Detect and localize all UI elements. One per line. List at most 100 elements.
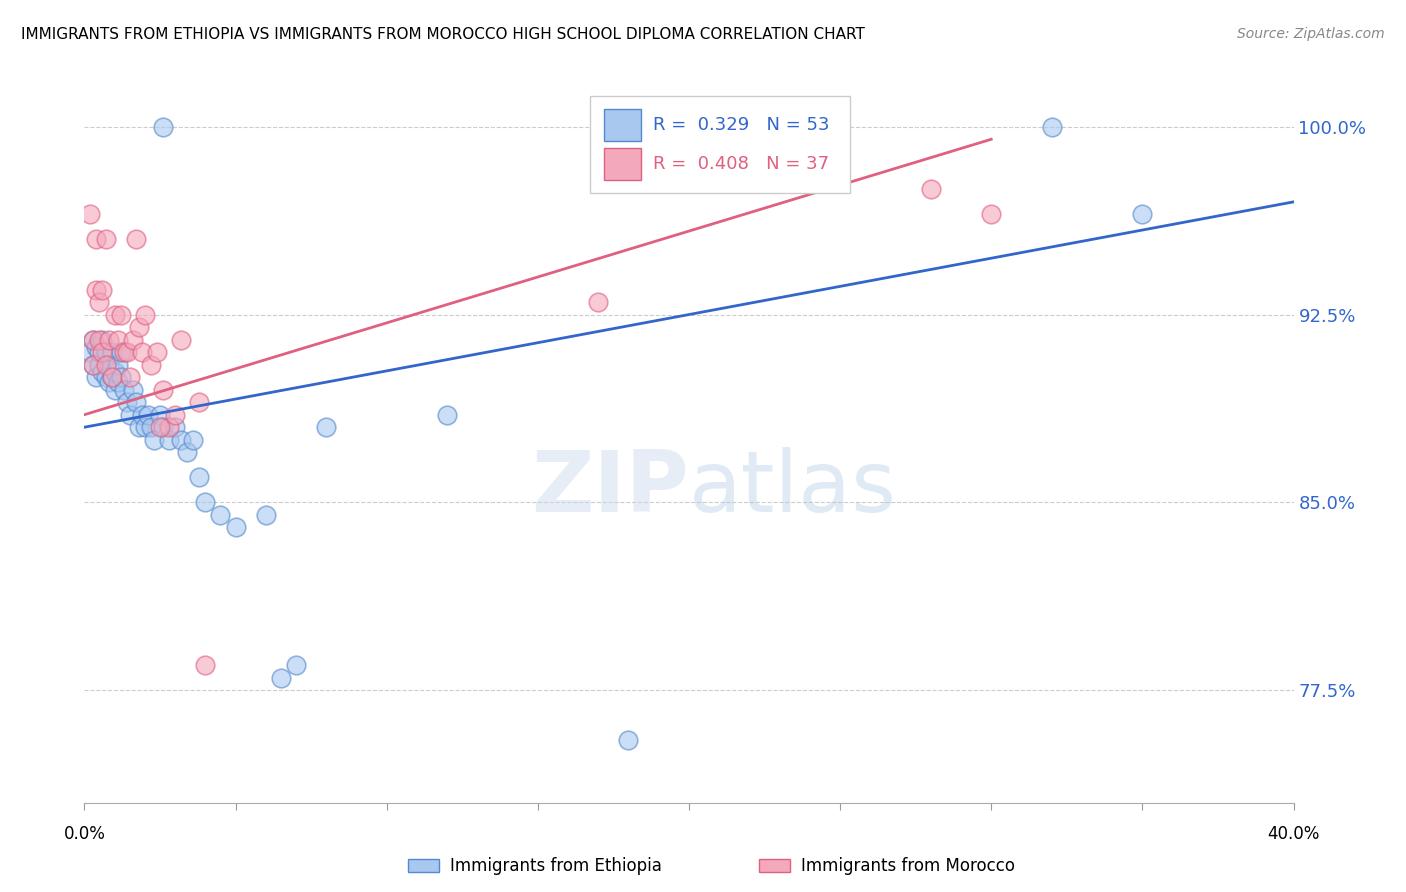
Point	[588, 295, 610, 310]
Point	[152, 383, 174, 397]
Point	[100, 370, 122, 384]
Point	[170, 333, 193, 347]
Point	[170, 433, 193, 447]
Point	[94, 370, 117, 384]
Point	[104, 383, 127, 397]
Point	[118, 408, 141, 422]
Point	[139, 358, 162, 372]
Point	[188, 395, 211, 409]
Point	[121, 333, 143, 347]
Point	[94, 232, 117, 246]
Point	[165, 408, 187, 422]
Point	[104, 308, 127, 322]
Point	[94, 358, 117, 372]
Point	[91, 333, 114, 347]
Point	[97, 375, 120, 389]
Point	[97, 358, 120, 372]
Point	[125, 232, 148, 246]
Point	[100, 345, 122, 359]
Point	[149, 408, 172, 422]
Point	[82, 333, 104, 347]
Point	[194, 658, 217, 673]
Point	[181, 433, 204, 447]
Point	[89, 358, 111, 372]
Point	[115, 345, 138, 359]
Point	[134, 420, 156, 434]
Point	[79, 345, 101, 359]
Point	[152, 120, 174, 134]
Point	[110, 308, 132, 322]
Point	[89, 345, 111, 359]
Point	[89, 333, 111, 347]
Point	[107, 333, 129, 347]
Point	[165, 420, 187, 434]
Point	[188, 470, 211, 484]
Point	[270, 671, 292, 685]
Point	[980, 207, 1002, 221]
Point	[152, 420, 174, 434]
Point	[107, 358, 129, 372]
Point	[118, 370, 141, 384]
FancyBboxPatch shape	[589, 96, 849, 193]
Point	[617, 733, 640, 747]
Text: IMMIGRANTS FROM ETHIOPIA VS IMMIGRANTS FROM MOROCCO HIGH SCHOOL DIPLOMA CORRELAT: IMMIGRANTS FROM ETHIOPIA VS IMMIGRANTS F…	[21, 27, 865, 42]
Point	[920, 182, 942, 196]
Point	[94, 345, 117, 359]
Point	[86, 370, 108, 384]
Point	[139, 420, 162, 434]
Point	[110, 345, 132, 359]
FancyBboxPatch shape	[605, 109, 641, 141]
Point	[157, 433, 180, 447]
Point	[315, 420, 337, 434]
Text: Source: ZipAtlas.com: Source: ZipAtlas.com	[1237, 27, 1385, 41]
Point	[142, 433, 165, 447]
Point	[738, 120, 761, 134]
Point	[131, 345, 153, 359]
Point	[107, 375, 129, 389]
Point	[146, 345, 169, 359]
Point	[110, 370, 132, 384]
Text: 0.0%: 0.0%	[63, 825, 105, 843]
Point	[86, 283, 108, 297]
Text: Immigrants from Ethiopia: Immigrants from Ethiopia	[450, 856, 662, 875]
Point	[134, 308, 156, 322]
Point	[209, 508, 232, 522]
Point	[86, 340, 108, 354]
Point	[100, 370, 122, 384]
Point	[115, 395, 138, 409]
Point	[1040, 120, 1063, 134]
Point	[97, 333, 120, 347]
Point	[79, 207, 101, 221]
Point	[738, 132, 761, 146]
Point	[1130, 207, 1153, 221]
Point	[82, 333, 104, 347]
Point	[157, 420, 180, 434]
Point	[176, 445, 198, 459]
Point	[194, 495, 217, 509]
Point	[112, 383, 135, 397]
FancyBboxPatch shape	[605, 148, 641, 180]
Point	[82, 358, 104, 372]
Text: 40.0%: 40.0%	[1267, 825, 1320, 843]
Point	[121, 383, 143, 397]
Point	[91, 365, 114, 379]
Point	[104, 365, 127, 379]
Point	[86, 232, 108, 246]
Point	[112, 345, 135, 359]
Point	[89, 295, 111, 310]
Point	[128, 320, 150, 334]
Text: atlas: atlas	[689, 447, 897, 531]
Text: Immigrants from Morocco: Immigrants from Morocco	[801, 856, 1015, 875]
Point	[91, 283, 114, 297]
Point	[131, 408, 153, 422]
Text: R =  0.329   N = 53: R = 0.329 N = 53	[652, 116, 830, 134]
Point	[436, 408, 458, 422]
Text: ZIP: ZIP	[531, 447, 689, 531]
Point	[285, 658, 308, 673]
Point	[149, 420, 172, 434]
Point	[225, 520, 247, 534]
Point	[125, 395, 148, 409]
Point	[91, 345, 114, 359]
Point	[254, 508, 277, 522]
Point	[128, 420, 150, 434]
